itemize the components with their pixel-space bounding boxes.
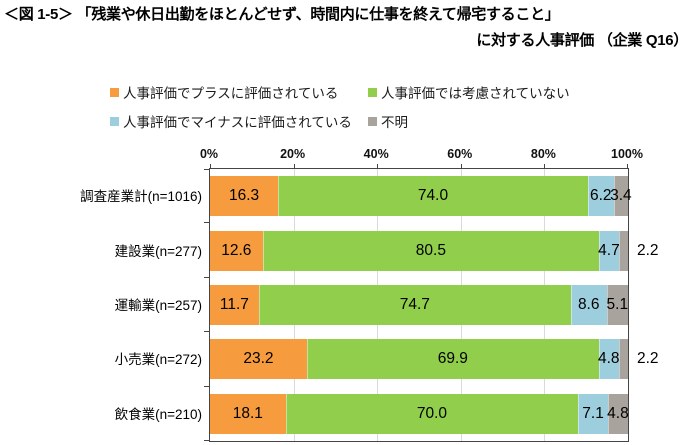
category-axis-tick-mark xyxy=(204,169,210,170)
segment-value-label: 2.2 xyxy=(637,350,659,368)
axis-tick-label: 0% xyxy=(199,147,219,161)
axis-tick-label: 20% xyxy=(280,147,306,161)
axis-tick-label: 80% xyxy=(530,147,556,161)
bar-segment xyxy=(618,230,628,271)
axis-tick-mark xyxy=(544,164,546,169)
chart-title-line1: ＜図 1-5＞ 「残業や休日出勤をほとんどせず、時間内に仕事を終えて帰宅すること… xyxy=(4,6,560,23)
bar-segment: 74.0 xyxy=(278,176,588,217)
category-labels: 調査産業計(n=1016) 建設業(n=277) 運輸業(n=257) 小売業(n=2… xyxy=(0,168,202,440)
bar-segment: 23.2 xyxy=(210,339,307,380)
category-label: 建設業(n=277) xyxy=(114,243,202,259)
stacked-bar: 12.6 80.5 4.7 xyxy=(210,230,628,271)
bar-segment: 74.7 xyxy=(258,284,571,325)
axis-tick-mark xyxy=(293,164,295,169)
bar-segment: 11.7 xyxy=(210,284,259,325)
segment-value-label: 74.0 xyxy=(417,187,449,205)
stacked-bar: 11.7 74.7 8.6 5.1 xyxy=(210,284,629,325)
category-axis-tick-mark xyxy=(204,440,210,441)
category-axis-tick-mark xyxy=(204,385,210,387)
legend-swatch-icon xyxy=(110,87,119,97)
segment-value-label: 18.1 xyxy=(232,404,263,422)
segment-value-label: 4.8 xyxy=(597,350,620,368)
bar-segment: 5.1 xyxy=(606,284,629,325)
segment-value-label: 7.1 xyxy=(582,404,604,422)
stacked-bar: 16.3 74.0 6.2 3.4 xyxy=(210,176,632,217)
bar-segment: 6.2 xyxy=(587,176,614,217)
legend-label: 人事評価でプラスに評価されている xyxy=(123,86,339,101)
segment-value-label: 8.6 xyxy=(577,295,600,313)
bar-row: 2.2 12.6 80.5 4.7 xyxy=(210,223,659,277)
axis-tick-mark xyxy=(377,164,379,169)
legend-label: 人事評価では考慮されていない xyxy=(381,86,570,101)
segment-value-label: 6.2 xyxy=(590,187,612,205)
category-axis-tick-mark xyxy=(204,222,210,224)
segment-value-label: 69.9 xyxy=(437,350,468,368)
segment-value-label: 4.7 xyxy=(598,241,620,259)
legend-label: 不明 xyxy=(381,115,408,130)
category-label: 飲食業(n=210) xyxy=(114,406,202,422)
category-axis-tick-mark xyxy=(204,276,210,278)
stacked-bar: 23.2 69.9 4.8 xyxy=(210,339,628,380)
legend-item-1: 人事評価では考慮されていない xyxy=(368,82,570,102)
segment-value-label: 80.5 xyxy=(415,241,446,259)
segment-value-label: 4.8 xyxy=(607,404,629,422)
bar-segment: 4.8 xyxy=(607,393,629,434)
stacked-bar: 18.1 70.0 7.1 4.8 xyxy=(210,393,629,434)
category-axis-tick-mark xyxy=(204,331,210,333)
bar-segment: 12.6 xyxy=(210,230,263,271)
bar-segment: 7.1 xyxy=(578,393,608,434)
bar-segment: 80.5 xyxy=(262,230,600,271)
bar-segment: 4.7 xyxy=(598,230,620,271)
category-label: 調査産業計(n=1016) xyxy=(80,189,202,205)
axis-tick-label: 40% xyxy=(363,147,389,161)
legend-label: 人事評価でマイナスに評価されている xyxy=(123,115,352,130)
segment-value-label: 16.3 xyxy=(229,187,260,205)
legend-swatch-icon xyxy=(368,116,377,126)
axis-tick-mark xyxy=(627,164,628,169)
legend-item-0: 人事評価でプラスに評価されている xyxy=(110,82,368,102)
bar-segment: 16.3 xyxy=(210,176,279,217)
bar-segment: 18.1 xyxy=(210,393,286,434)
axis-tick-mark xyxy=(210,164,211,169)
bar-segment: 69.9 xyxy=(306,339,599,380)
bar-row: 16.3 74.0 6.2 3.4 xyxy=(210,169,632,223)
axis-tick-mark xyxy=(460,164,462,169)
bar-segment xyxy=(618,339,628,380)
bar-row: 11.7 74.7 8.6 5.1 xyxy=(210,278,628,332)
bar-segment: 4.8 xyxy=(597,339,620,380)
bar-segment: 70.0 xyxy=(285,393,579,434)
category-label: 運輸業(n=257) xyxy=(114,298,202,313)
bar-row: 18.1 70.0 7.1 4.8 xyxy=(210,387,629,441)
segment-value-label: 70.0 xyxy=(416,404,448,422)
chart-title-line2: に対する人事評価 （企業 Q16） xyxy=(476,32,688,49)
segment-value-label: 12.6 xyxy=(221,241,252,259)
bar-segment: 3.4 xyxy=(610,176,632,217)
bar-row: 2.2 23.2 69.9 4.8 xyxy=(210,332,659,386)
segment-value-label: 74.7 xyxy=(399,295,430,313)
axis-tick-label: 60% xyxy=(447,147,473,161)
segment-value-label: 3.4 xyxy=(610,187,632,205)
category-label: 小売業(n=272) xyxy=(114,352,202,368)
axis-tick-label: 100% xyxy=(611,147,643,161)
plot-area: 16.3 74.0 6.2 3.4 2.2 12.6 80.5 4.7 11.7 74.7 8.6 5… xyxy=(204,164,659,442)
legend: 人事評価でプラスに評価されている 人事評価では考慮されていない人事評価でマイナスに… xyxy=(110,82,570,131)
legend-item-2: 人事評価でマイナスに評価されている xyxy=(110,111,368,131)
segment-value-label: 2.2 xyxy=(637,241,659,259)
segment-value-label: 11.7 xyxy=(219,295,249,313)
bar-segment: 8.6 xyxy=(570,284,607,325)
legend-swatch-icon xyxy=(368,87,377,97)
segment-value-label: 5.1 xyxy=(606,295,629,313)
x-axis-labels: 0% 20% 40% 60% 80% 100% xyxy=(200,147,643,163)
legend-swatch-icon xyxy=(110,116,119,126)
legend-item-3: 不明 xyxy=(368,111,570,131)
segment-value-label: 23.2 xyxy=(243,350,274,368)
